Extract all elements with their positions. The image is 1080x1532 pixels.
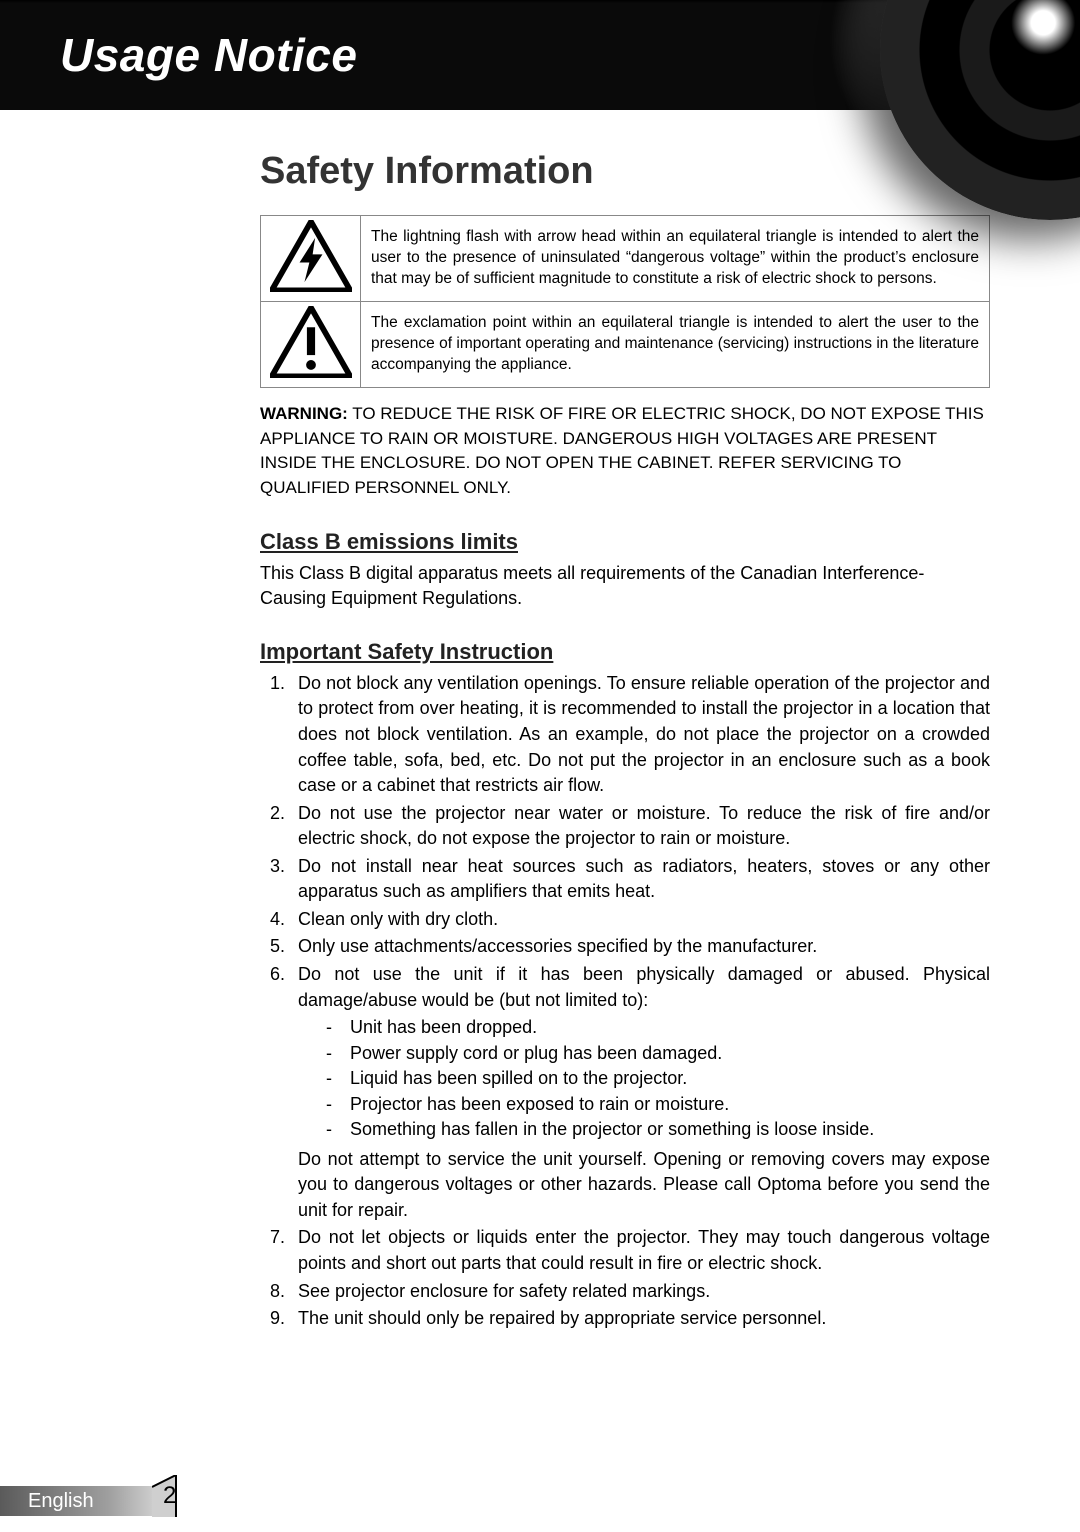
safety-sub-item: Projector has been exposed to rain or mo… <box>326 1092 990 1118</box>
safety-item: Do not use the projector near water or m… <box>290 801 990 852</box>
safety-item: Do not block any ventilation openings. T… <box>290 671 990 799</box>
symbol-icon-cell <box>261 302 361 388</box>
safety-sub-item: Liquid has been spilled on to the projec… <box>326 1066 990 1092</box>
symbol-row-lightning: The lightning flash with arrow head with… <box>261 216 990 302</box>
symbol-text: The lightning flash with arrow head with… <box>371 227 979 290</box>
symbol-icon-cell <box>261 216 361 302</box>
safety-sub-item: Power supply cord or plug has been damag… <box>326 1041 990 1067</box>
page-footer: English 2 <box>0 1476 1080 1516</box>
section-title: Safety Information <box>260 150 990 193</box>
warning-text: TO REDUCE THE RISK OF FIRE OR ELECTRIC S… <box>260 404 984 497</box>
classb-heading: Class B emissions limits <box>260 529 990 555</box>
safety-item: Only use attachments/accessories specifi… <box>290 934 990 960</box>
warning-paragraph: WARNING: TO REDUCE THE RISK OF FIRE OR E… <box>260 402 990 501</box>
exclamation-triangle-icon <box>270 306 352 378</box>
safety-item: See projector enclosure for safety relat… <box>290 1279 990 1305</box>
footer-page-number: 2 <box>163 1482 176 1510</box>
safety-item-6-sublist: Unit has been dropped. Power supply cord… <box>298 1015 990 1143</box>
safety-item-6-lead: Do not use the unit if it has been physi… <box>298 964 990 1010</box>
symbol-text-cell: The exclamation point within an equilate… <box>361 302 990 388</box>
safety-item: Do not install near heat sources such as… <box>290 854 990 905</box>
header-title: Usage Notice <box>0 28 357 82</box>
footer-language: English <box>0 1486 155 1516</box>
safety-list: Do not block any ventilation openings. T… <box>260 671 990 1332</box>
page-header: Usage Notice <box>0 0 1080 110</box>
symbol-row-exclaim: The exclamation point within an equilate… <box>261 302 990 388</box>
safety-sub-item: Something has fallen in the projector or… <box>326 1117 990 1143</box>
symbol-text-cell: The lightning flash with arrow head with… <box>361 216 990 302</box>
symbol-table: The lightning flash with arrow head with… <box>260 215 990 388</box>
safety-item-6-tail: Do not attempt to service the unit yours… <box>298 1147 990 1224</box>
safety-item: The unit should only be repaired by appr… <box>290 1306 990 1332</box>
safety-item-6: Do not use the unit if it has been physi… <box>290 962 990 1223</box>
lightning-triangle-icon <box>270 220 352 292</box>
page-content: Safety Information The lightning flash w… <box>0 110 1080 1332</box>
safety-item: Do not let objects or liquids enter the … <box>290 1225 990 1276</box>
safety-sub-item: Unit has been dropped. <box>326 1015 990 1041</box>
safety-item: Clean only with dry cloth. <box>290 907 990 933</box>
safety-heading: Important Safety Instruction <box>260 639 990 665</box>
classb-text: This Class B digital apparatus meets all… <box>260 561 990 611</box>
warning-label: WARNING: <box>260 404 348 423</box>
symbol-text: The exclamation point within an equilate… <box>371 313 979 376</box>
